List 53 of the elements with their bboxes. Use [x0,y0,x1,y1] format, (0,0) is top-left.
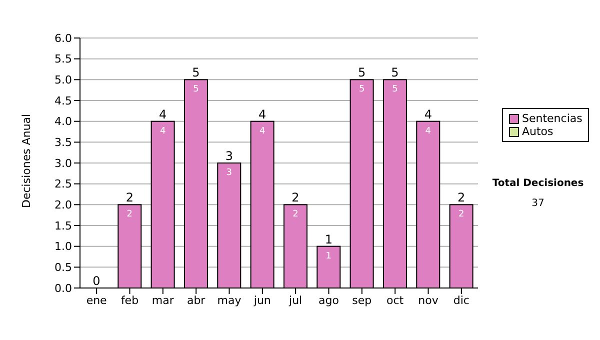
total-label: 1 [324,232,332,246]
y-tick-label: 6.0 [54,32,72,45]
x-tick-label: may [217,294,242,307]
y-tick-label: 5.0 [54,74,72,87]
total-label: 4 [158,107,167,122]
total-label: 2 [292,190,300,205]
x-tick-label: jun [252,294,271,307]
x-tick-label: oct [386,294,404,307]
y-tick-label: 5.5 [54,52,72,66]
total-label: 5 [192,66,200,80]
x-tick-label: feb [120,294,139,307]
total-label: 3 [225,149,233,163]
x-tick-label: abr [186,294,206,307]
x-tick-label: jul [288,294,302,307]
text: Total Decisiones [491,178,585,189]
total-label: 2 [457,190,466,205]
y-tick-label: 4.5 [54,94,72,108]
y-tick-label: 3.0 [54,156,72,170]
y-tick-label: 2.5 [54,178,72,191]
legend-label: Sentencias [522,112,582,125]
y-tick-label: 4.0 [54,115,72,128]
total-label: 4 [424,107,432,122]
x-tick-label: ene [86,294,108,307]
y-tick-label: 1.0 [54,240,72,254]
y-tick-label: 0.0 [54,282,72,295]
x-tick-label: ago [318,294,340,307]
total-label: 0 [92,274,100,288]
x-tick-label: dic [453,294,470,307]
y-tick-label: 0.5 [54,261,72,274]
x-tick-label: sep [352,294,372,307]
data-label: 5 [392,84,398,95]
data-label: 2 [292,210,298,220]
y-axis-title: Decisiones Anual [20,114,33,208]
data-label: 5 [358,84,365,95]
total-label: 4 [258,107,266,122]
y-tick-label: 3.5 [54,136,72,150]
x-tick-label: nov [418,294,439,307]
y-tick-label: 1.5 [54,219,72,232]
legend-label: Autos [522,125,554,138]
x-tick-label: mar [152,294,174,307]
data-label: 4 [425,126,432,136]
y-tick-label: 2.0 [54,198,72,212]
total-label: 2 [126,190,134,205]
data-label: 4 [259,126,266,136]
text: 37 [530,198,546,209]
data-label: 2 [126,210,133,220]
total-label: 5 [391,66,399,80]
data-label: 5 [193,84,199,95]
data-label: 1 [326,251,332,262]
data-label: 3 [226,168,232,178]
data-label: 2 [458,210,464,220]
total-label: 5 [358,66,366,80]
data-label: 4 [160,126,166,136]
